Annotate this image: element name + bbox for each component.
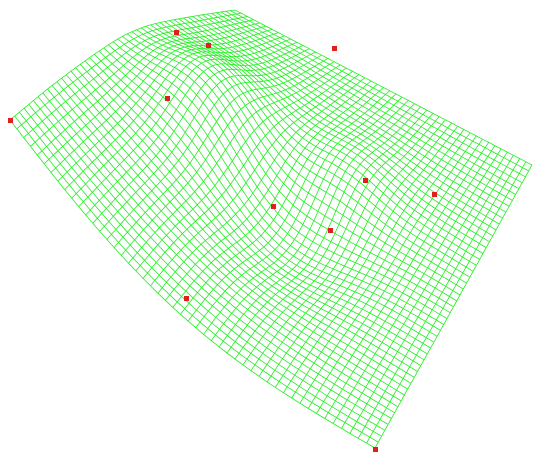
mesh-line <box>220 11 523 184</box>
mesh-line <box>341 151 508 429</box>
control-point <box>328 228 333 233</box>
mesh-line <box>47 88 402 402</box>
mesh-line <box>78 41 298 207</box>
mesh-line <box>366 161 527 444</box>
wireframe-mesh <box>9 9 533 449</box>
mesh-line <box>28 104 389 425</box>
mesh-line <box>61 77 412 384</box>
control-point <box>432 192 437 197</box>
control-point <box>184 296 189 301</box>
control-point <box>174 30 179 35</box>
mesh-line <box>234 9 533 166</box>
mesh-line <box>307 138 483 409</box>
mesh-line <box>324 145 496 419</box>
mesh-line <box>103 47 441 331</box>
mesh-line <box>201 14 510 207</box>
mesh-line <box>230 10 529 172</box>
control-point <box>165 96 170 101</box>
mesh-line <box>141 27 467 284</box>
control-point <box>271 204 276 209</box>
mesh-line <box>374 164 533 449</box>
control-point <box>373 447 378 452</box>
mesh-line <box>332 148 502 424</box>
mesh-line <box>357 158 520 439</box>
control-point <box>206 43 211 48</box>
mesh-line <box>225 10 526 178</box>
mesh-line <box>216 12 520 189</box>
mesh-line <box>349 155 514 434</box>
mesh-line <box>136 29 464 290</box>
mesh-line <box>172 83 378 308</box>
mesh-line <box>112 41 448 319</box>
mesh-line <box>211 13 516 195</box>
mesh-line <box>316 142 490 414</box>
mesh-line <box>33 100 392 419</box>
mesh-line <box>192 16 503 219</box>
control-point <box>8 118 13 123</box>
control-points <box>8 30 437 452</box>
control-point <box>363 178 368 183</box>
control-point <box>332 46 337 51</box>
mesh-line <box>206 13 513 201</box>
mesh-line <box>56 81 408 390</box>
mesh-line <box>37 96 395 414</box>
